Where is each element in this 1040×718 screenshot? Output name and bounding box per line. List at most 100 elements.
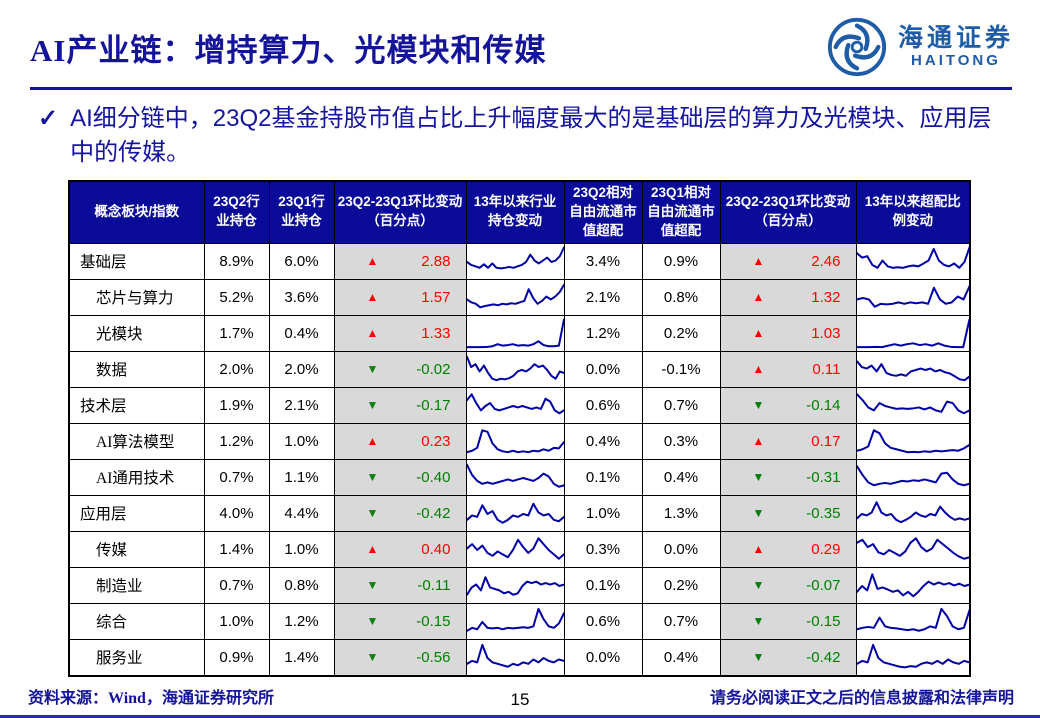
- header-row: 概念板块/指数 23Q2行业持仓 23Q1行业持仓 23Q2-23Q1环比变动（百分点…: [68, 180, 971, 244]
- column-header: 13年以来超配比例变动: [855, 180, 971, 244]
- change-value: -0.17: [416, 396, 451, 414]
- q2-overweight-value: 0.1%: [563, 566, 643, 604]
- change-wrap: ▲ 1.03: [721, 316, 855, 350]
- change-cell: ▲ 0.11: [719, 350, 857, 388]
- change-wrap: ▲ 2.46: [721, 244, 855, 278]
- triangle-down-icon: ▼: [366, 470, 379, 485]
- change-wrap: ▲ 0.17: [721, 424, 855, 458]
- table-row: 应用层 4.0% 4.4% ▼ -0.42 1.0% 1.3% ▼ -0.35: [68, 494, 971, 532]
- q1-overweight-value: 0.2%: [641, 314, 721, 352]
- q2-holding-value: 0.9%: [203, 638, 270, 677]
- overweight-sparkline-cell: [855, 278, 971, 316]
- change-wrap: ▲ 1.33: [335, 316, 465, 350]
- q1-holding-value: 0.4%: [268, 314, 335, 352]
- overweight-sparkline-cell: [855, 530, 971, 568]
- table-row: 传媒 1.4% 1.0% ▲ 0.40 0.3% 0.0% ▲ 0.29: [68, 530, 971, 568]
- haitong-logo: 海通证券 HAITONG: [826, 16, 1014, 78]
- change-cell: ▼ -0.02: [333, 350, 467, 388]
- q1-overweight-value: 0.3%: [641, 422, 721, 460]
- triangle-down-icon: ▼: [366, 614, 379, 629]
- holding-sparkline-cell: [465, 314, 565, 352]
- column-header: 23Q2行业持仓: [203, 180, 270, 244]
- table-row: 服务业 0.9% 1.4% ▼ -0.56 0.0% 0.4% ▼ -0.42: [68, 638, 971, 677]
- triangle-up-icon: ▲: [752, 326, 765, 341]
- q2-overweight-value: 1.2%: [563, 314, 643, 352]
- overweight-sparkline-cell: [855, 386, 971, 424]
- q1-holding-value: 1.0%: [268, 422, 335, 460]
- table-body: 基础层 8.9% 6.0% ▲ 2.88 3.4% 0.9% ▲ 2.46 芯片与算力 5.2% 3.…: [68, 242, 971, 677]
- overweight-sparkline-cell: [855, 458, 971, 496]
- q2-holding-value: 5.2%: [203, 278, 270, 316]
- triangle-up-icon: ▲: [752, 434, 765, 449]
- column-header: 13年以来行业持仓变动: [465, 180, 565, 244]
- triangle-down-icon: ▼: [366, 650, 379, 665]
- holding-sparkline-chart: [467, 244, 564, 279]
- title-divider: [30, 87, 1012, 90]
- change-wrap: ▼ -0.17: [335, 388, 465, 422]
- triangle-up-icon: ▲: [366, 542, 379, 557]
- change-cell: ▼ -0.15: [333, 602, 467, 640]
- change-value: 0.17: [811, 432, 841, 450]
- q2-holding-value: 1.0%: [203, 602, 270, 640]
- change-wrap: ▲ 2.88: [335, 244, 465, 278]
- q2-holding-value: 1.7%: [203, 314, 270, 352]
- q1-holding-value: 1.1%: [268, 458, 335, 496]
- checkmark-icon: ✓: [38, 105, 59, 132]
- change-value: 2.46: [811, 252, 841, 270]
- change-cell: ▲ 2.88: [333, 242, 467, 280]
- q1-holding-value: 1.2%: [268, 602, 335, 640]
- change-wrap: ▼ -0.42: [721, 640, 855, 675]
- change-value: -0.11: [417, 576, 451, 594]
- table-row: 数据 2.0% 2.0% ▼ -0.02 0.0% -0.1% ▲ 0.11: [68, 350, 971, 388]
- q2-overweight-value: 0.1%: [563, 458, 643, 496]
- page-number: 15: [510, 690, 530, 709]
- change-cell: ▼ -0.07: [719, 566, 857, 604]
- logo-text: 海通证券 HAITONG: [898, 25, 1014, 69]
- change-value: 1.03: [811, 324, 841, 342]
- holding-sparkline-chart: [467, 424, 564, 459]
- column-header: 概念板块/指数: [68, 180, 205, 244]
- q1-holding-value: 3.6%: [268, 278, 335, 316]
- overweight-sparkline-cell: [855, 494, 971, 532]
- q1-overweight-value: 0.7%: [641, 602, 721, 640]
- change-cell: ▲ 1.32: [719, 278, 857, 316]
- sector-label: 光模块: [68, 314, 205, 352]
- q2-overweight-value: 0.6%: [563, 602, 643, 640]
- q2-overweight-value: 0.4%: [563, 422, 643, 460]
- change-wrap: ▼ -0.35: [721, 496, 855, 530]
- sector-label: 芯片与算力: [68, 278, 205, 316]
- triangle-down-icon: ▼: [752, 650, 765, 665]
- table-row: 综合 1.0% 1.2% ▼ -0.15 0.6% 0.7% ▼ -0.15: [68, 602, 971, 640]
- overweight-sparkline-chart: [857, 388, 970, 423]
- holding-sparkline-chart: [467, 352, 564, 387]
- overweight-sparkline-chart: [857, 496, 970, 531]
- overweight-sparkline-chart: [857, 640, 970, 675]
- q1-overweight-value: 0.4%: [641, 638, 721, 677]
- overweight-sparkline-chart: [857, 424, 970, 459]
- change-value: -0.14: [806, 396, 841, 414]
- change-wrap: ▲ 0.29: [721, 532, 855, 566]
- sector-label: 制造业: [68, 566, 205, 604]
- page-title: AI产业链：增持算力、光模块和传媒: [30, 32, 547, 68]
- q1-overweight-value: 0.7%: [641, 386, 721, 424]
- triangle-up-icon: ▲: [752, 362, 765, 377]
- overweight-sparkline-cell: [855, 242, 971, 280]
- triangle-down-icon: ▼: [752, 578, 765, 593]
- triangle-up-icon: ▲: [366, 254, 379, 269]
- change-value: -0.02: [416, 360, 451, 378]
- q2-holding-value: 0.7%: [203, 458, 270, 496]
- change-wrap: ▼ -0.14: [721, 388, 855, 422]
- table-row: 芯片与算力 5.2% 3.6% ▲ 1.57 2.1% 0.8% ▲ 1.32: [68, 278, 971, 316]
- change-cell: ▲ 1.33: [333, 314, 467, 352]
- q2-holding-value: 4.0%: [203, 494, 270, 532]
- triangle-down-icon: ▼: [752, 614, 765, 629]
- change-value: 1.32: [811, 288, 841, 306]
- q2-holding-value: 1.2%: [203, 422, 270, 460]
- q2-holding-value: 2.0%: [203, 350, 270, 388]
- q2-holding-value: 8.9%: [203, 242, 270, 280]
- change-cell: ▼ -0.17: [333, 386, 467, 424]
- source-note: 资料来源：Wind，海通证券研究所: [28, 690, 274, 707]
- q2-overweight-value: 3.4%: [563, 242, 643, 280]
- overweight-sparkline-chart: [857, 280, 970, 315]
- logo-name-en: HAITONG: [911, 51, 1001, 69]
